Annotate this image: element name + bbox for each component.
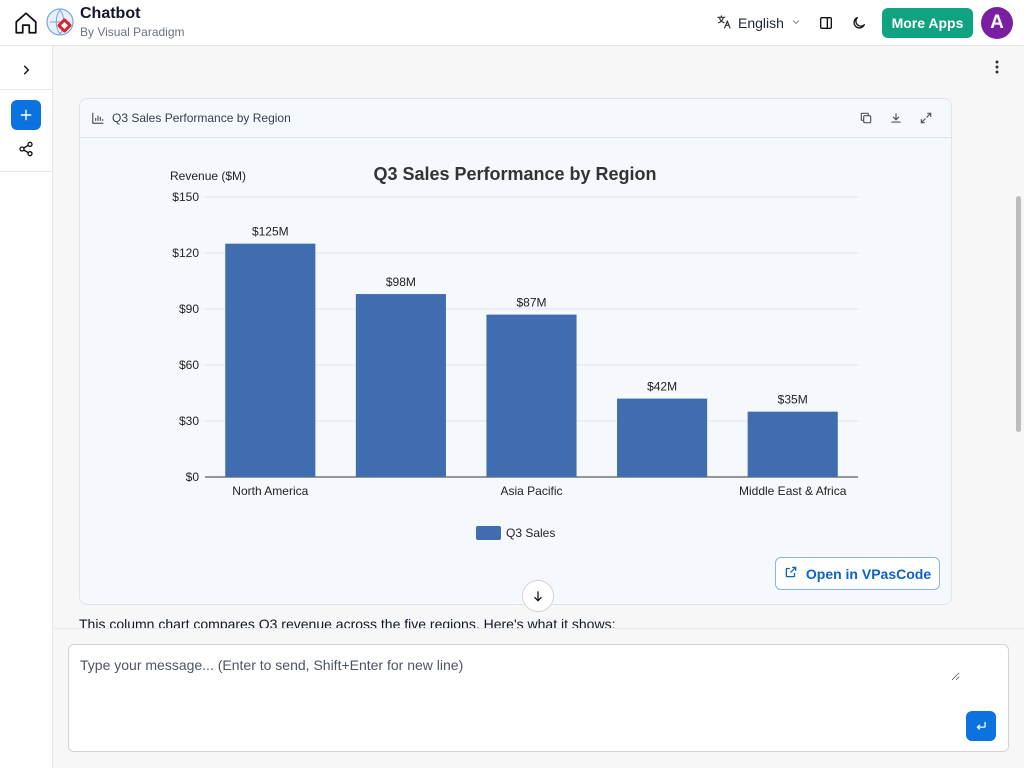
bar-chart-icon <box>91 111 105 125</box>
avatar[interactable]: A <box>981 7 1013 39</box>
language-selector[interactable]: English <box>716 12 802 34</box>
y-tick-label: $150 <box>172 190 199 204</box>
more-options-icon[interactable] <box>988 58 1006 76</box>
bar-data-label: $98M <box>386 275 416 289</box>
dark-mode-icon[interactable] <box>848 12 870 34</box>
home-icon[interactable] <box>11 8 41 38</box>
send-button[interactable] <box>966 711 996 741</box>
top-header: Chatbot By Visual Paradigm English More … <box>0 0 1024 46</box>
x-tick-label: North America <box>232 484 308 498</box>
y-tick-label: $120 <box>172 246 199 260</box>
new-chat-button[interactable] <box>11 100 41 130</box>
composer-box <box>68 644 1009 752</box>
chart-card-title: Q3 Sales Performance by Region <box>112 111 291 125</box>
bar-data-label: $42M <box>647 380 677 394</box>
language-label: English <box>738 15 784 31</box>
chart-card-header: Q3 Sales Performance by Region <box>80 99 951 138</box>
share-icon[interactable] <box>16 139 36 159</box>
bar-data-label: $35M <box>778 393 808 407</box>
bar <box>617 398 708 477</box>
legend-label: Q3 Sales <box>506 526 555 540</box>
y-tick-label: $30 <box>179 414 199 428</box>
open-in-vpascode-button[interactable]: Open in VPasCode <box>775 557 940 590</box>
x-tick-label: Asia Pacific <box>500 484 562 498</box>
y-tick-label: $60 <box>179 358 199 372</box>
bar-data-label: $125M <box>252 225 289 239</box>
x-tick-label: Middle East & Africa <box>739 484 847 498</box>
sidebar-divider <box>0 89 53 90</box>
expand-icon[interactable] <box>917 109 935 127</box>
app-subtitle: By Visual Paradigm <box>80 25 185 39</box>
download-icon[interactable] <box>887 109 905 127</box>
bar-chart: Q3 Sales Performance by Region Revenue ($… <box>170 164 858 540</box>
panel-toggle-icon[interactable] <box>815 12 837 34</box>
y-tick-label: $90 <box>179 302 199 316</box>
chevron-down-icon <box>790 15 802 31</box>
open-in-vpascode-label: Open in VPasCode <box>805 565 932 582</box>
bar <box>225 243 316 477</box>
enter-icon <box>976 721 986 730</box>
assistant-message-text: This column chart compares Q3 revenue ac… <box>79 616 616 628</box>
bar <box>747 411 838 477</box>
arrow-down-icon[interactable] <box>522 580 554 612</box>
chart-title: Q3 Sales Performance by Region <box>373 164 656 184</box>
bar <box>355 294 446 477</box>
copy-icon[interactable] <box>857 109 875 127</box>
app-title: Chatbot <box>80 5 141 22</box>
sidebar-divider <box>0 171 53 172</box>
y-axis-label: Revenue ($M) <box>170 169 246 183</box>
legend-swatch <box>476 526 501 540</box>
app-logo-icon <box>46 8 74 36</box>
bar-data-label: $87M <box>516 296 546 310</box>
message-input[interactable] <box>80 657 960 681</box>
bar <box>486 314 577 477</box>
scrollbar-thumb[interactable] <box>1016 196 1021 432</box>
more-apps-button[interactable]: More Apps <box>882 8 973 38</box>
external-link-icon <box>784 565 798 582</box>
chevron-right-icon[interactable] <box>14 58 38 82</box>
translate-icon <box>716 14 732 33</box>
sidebar <box>0 46 53 768</box>
y-tick-label: $0 <box>186 470 200 484</box>
